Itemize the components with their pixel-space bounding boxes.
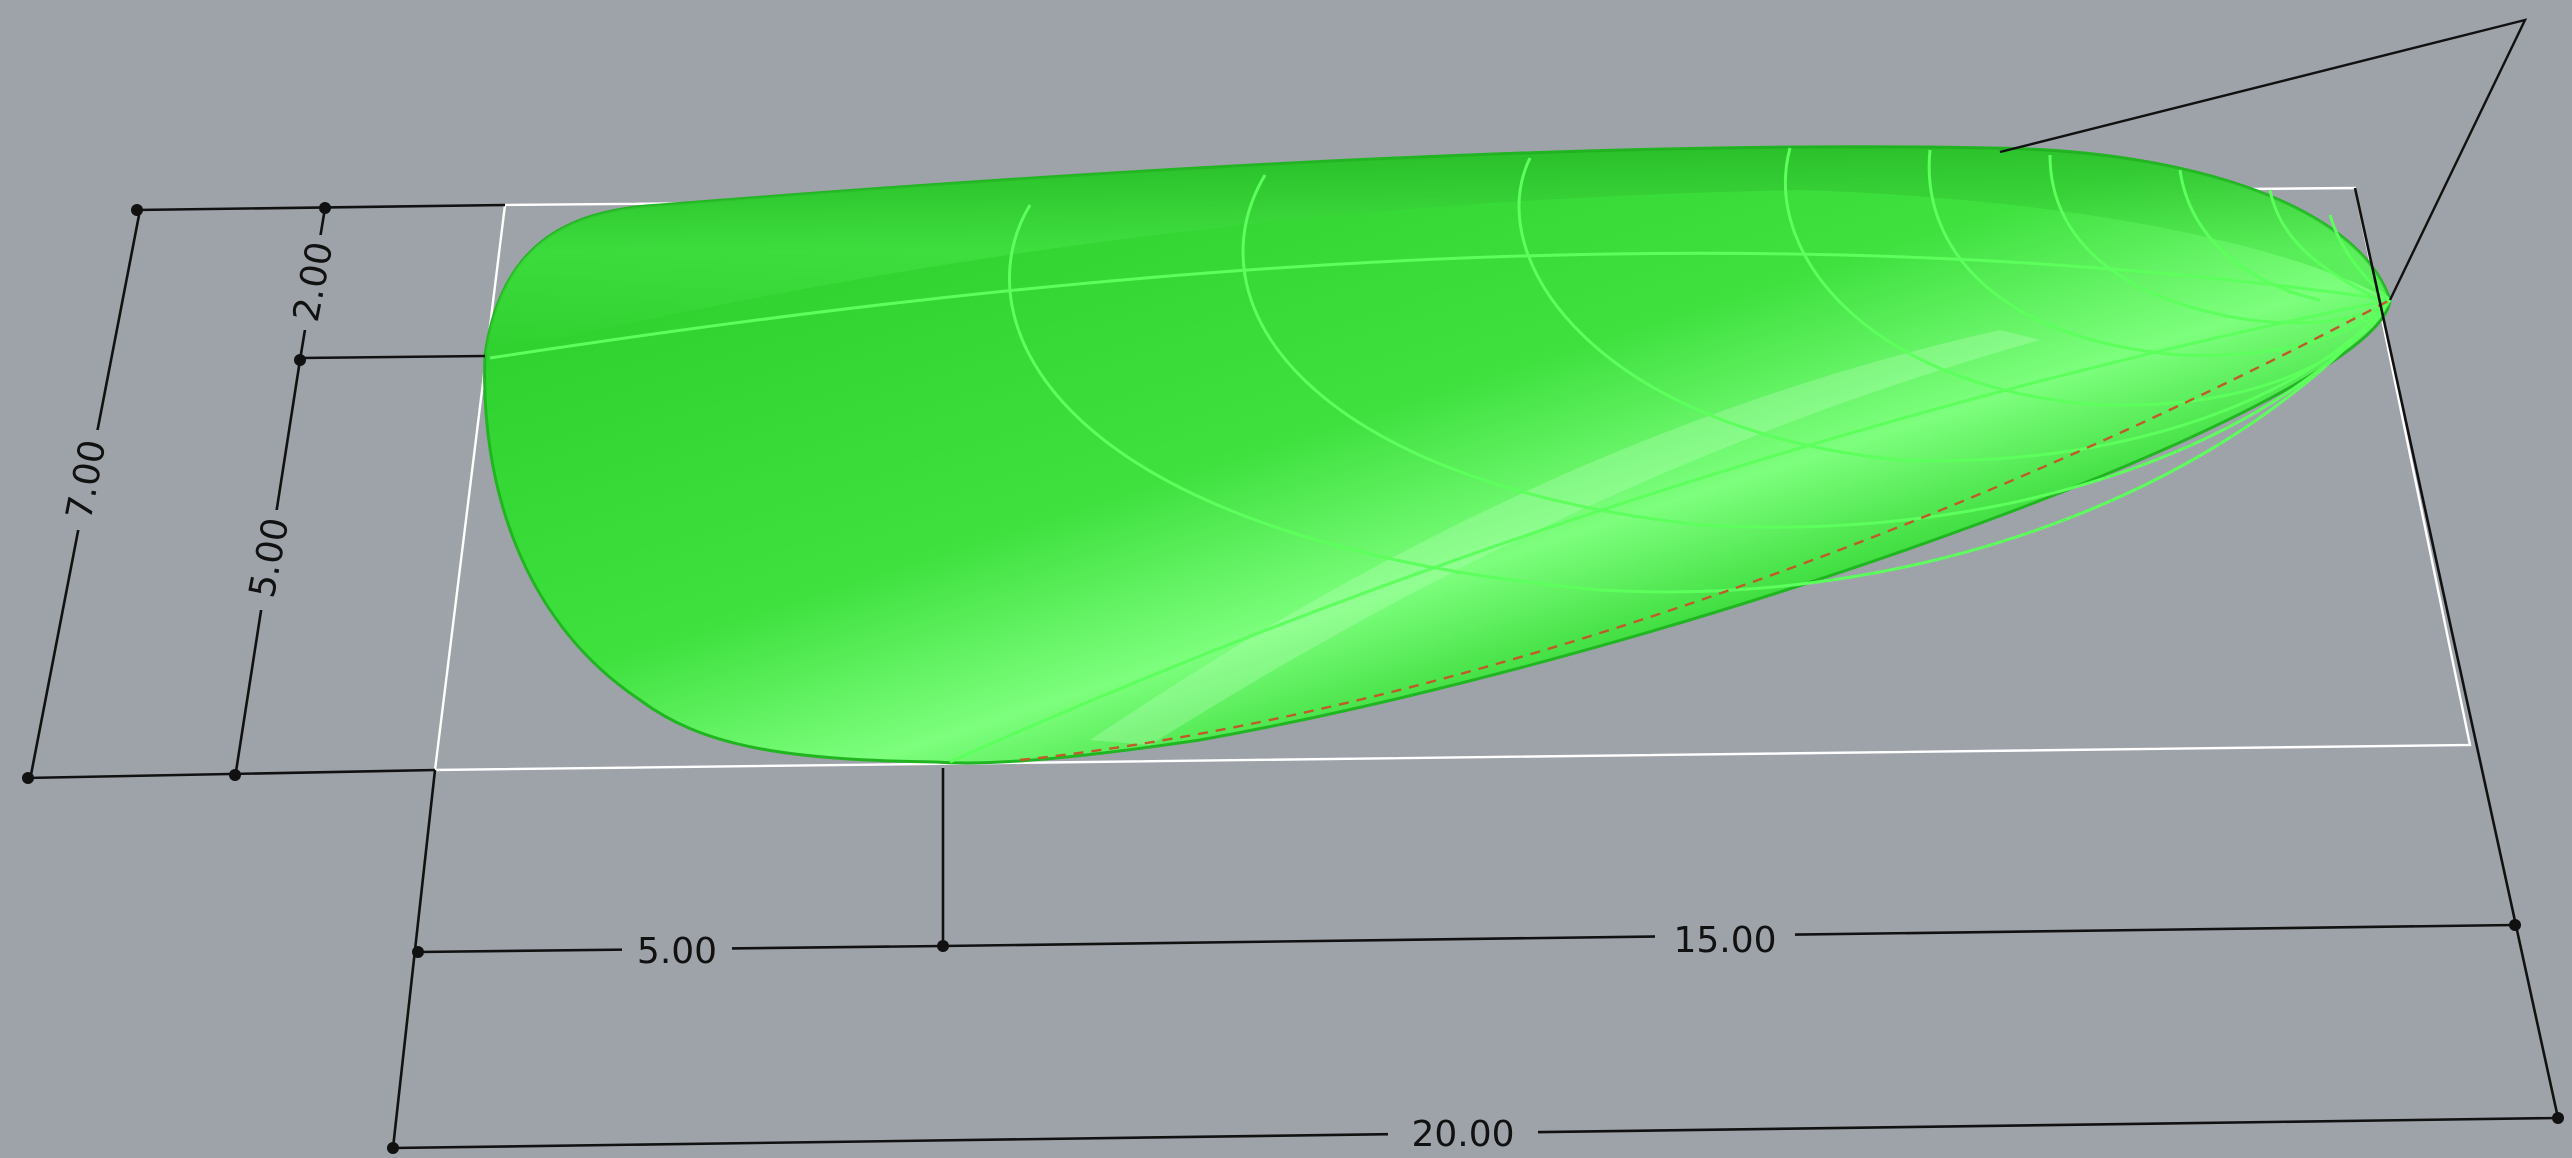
surface-highlight — [1090, 330, 2040, 745]
isocurves — [489, 147, 2392, 764]
surface-seam — [1019, 298, 2391, 762]
dimension-label-total-length: 20.00 — [1411, 1114, 1514, 1155]
dimension-total-length[interactable]: 20.00 — [387, 187, 2564, 1155]
dimension-left-offset[interactable]: 5.00 — [412, 768, 949, 972]
leader-line — [1999, 18, 2528, 301]
surface-top-band — [485, 146, 2390, 355]
dimension-label-left-offset: 5.00 — [637, 931, 717, 972]
dimension-inner-height[interactable]: 5.00 — [229, 359, 302, 781]
dimension-right-length[interactable]: 15.00 — [942, 915, 2521, 961]
dimension-total-height[interactable]: 7.00 — [22, 203, 506, 784]
dimension-label-right-length: 15.00 — [1673, 920, 1776, 961]
dimension-top-offset[interactable]: 2.00 — [286, 202, 486, 366]
